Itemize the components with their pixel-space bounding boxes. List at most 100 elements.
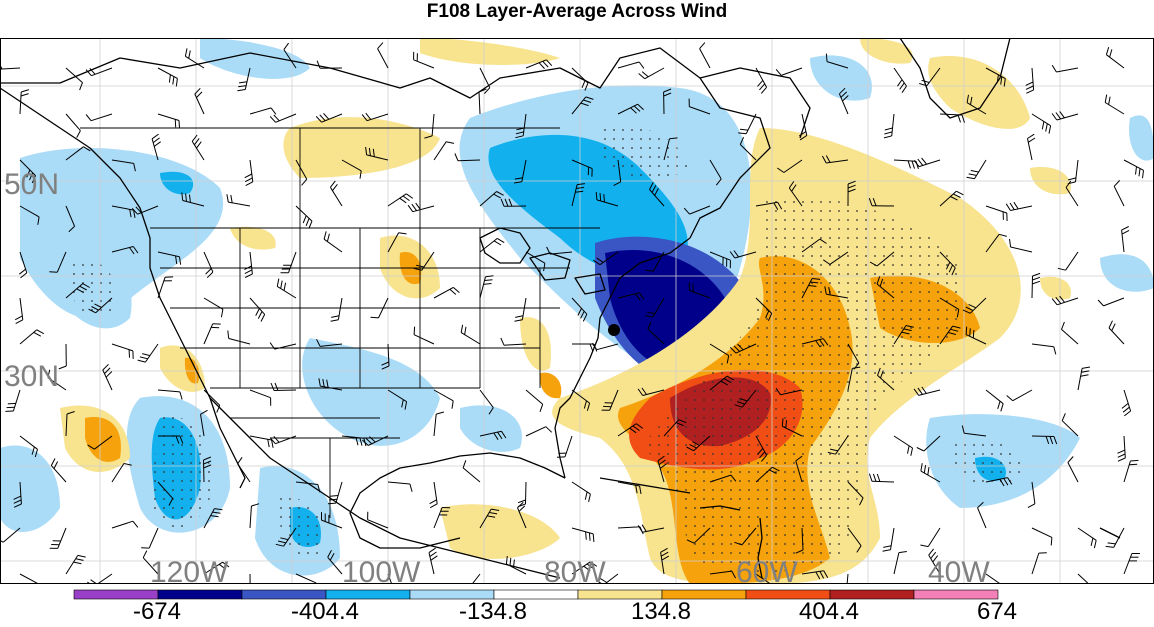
wind-barb-feather xyxy=(1010,239,1011,247)
wind-barb-shaft xyxy=(378,49,388,68)
wind-barb-feather xyxy=(238,457,243,464)
wind-barb-feather xyxy=(759,84,764,90)
wind-barb-feather xyxy=(642,72,648,77)
colorbar-label: -674 xyxy=(133,598,181,622)
storm-center-marker xyxy=(608,324,620,336)
wind-barb-feather xyxy=(153,138,159,143)
wind-barb-feather xyxy=(1118,458,1125,461)
wind-barb-feather xyxy=(1049,126,1051,134)
shade-light-blue xyxy=(302,338,440,446)
wind-barb-shaft xyxy=(986,390,1003,404)
wind-barb-feather xyxy=(465,327,466,335)
wind-barb-feather xyxy=(152,134,159,139)
wind-barb-feather xyxy=(1108,543,1116,544)
wind-barb-feather xyxy=(261,314,265,321)
wind-barb-feather xyxy=(207,272,213,278)
wind-barb-shaft xyxy=(1066,252,1078,270)
wind-barb-feather xyxy=(258,312,262,319)
wind-barb-feather xyxy=(600,193,601,201)
wind-barb-shaft xyxy=(112,521,133,528)
map-title: F108 Layer-Average Across Wind xyxy=(0,0,1154,30)
wind-barb-shaft xyxy=(894,160,916,161)
wind-barb-feather xyxy=(245,270,252,274)
wind-barb-feather xyxy=(971,171,979,173)
anomaly-shading xyxy=(0,38,1154,584)
wind-barb-feather xyxy=(501,338,504,345)
wind-barb-shaft xyxy=(158,277,165,298)
lon-label-120w: 120W xyxy=(150,556,229,584)
map-svg: 50N 30N 120W 100W 80W 60W 40W xyxy=(0,38,1154,584)
wind-barb-feather xyxy=(1026,82,1033,85)
wind-barb-feather xyxy=(429,548,436,553)
wind-barb-shaft xyxy=(572,528,593,534)
colorbar-label: 674 xyxy=(977,598,1017,622)
wind-barb-feather xyxy=(1118,450,1125,453)
wind-barb-shaft xyxy=(1032,344,1054,347)
wind-barb-feather xyxy=(497,238,504,242)
wind-barb-feather xyxy=(227,194,228,202)
wind-barb-feather xyxy=(154,142,161,147)
wind-barb-feather xyxy=(586,532,587,540)
wind-barb-shaft xyxy=(891,528,895,550)
wind-barb-feather xyxy=(912,161,915,169)
wind-barb-feather xyxy=(270,117,275,123)
wind-barb-shaft xyxy=(480,68,490,88)
wind-barb-shaft xyxy=(1032,436,1054,437)
wind-barb-feather xyxy=(21,90,29,92)
wind-barb-feather xyxy=(869,474,872,482)
wind-barb-shaft xyxy=(940,114,962,115)
wind-barb-feather xyxy=(76,559,84,561)
wind-barb-feather xyxy=(761,87,766,93)
wind-barb-feather xyxy=(1060,111,1065,117)
wind-barb-feather xyxy=(1014,202,1018,209)
wind-barb-feather xyxy=(317,61,320,68)
wind-barb-shaft xyxy=(1032,528,1052,537)
wind-barb-shaft xyxy=(204,460,205,482)
wind-barb-feather xyxy=(639,62,644,68)
wind-barb-shaft xyxy=(1105,103,1124,115)
wind-barb-shaft xyxy=(1124,390,1131,411)
wind-barb-feather xyxy=(510,558,511,566)
wind-barb-shaft xyxy=(894,436,913,448)
wind-barb-feather xyxy=(410,484,412,492)
shade-light-yellow xyxy=(283,117,440,178)
wind-barb-shaft xyxy=(1124,160,1144,170)
wind-barb-feather xyxy=(1109,97,1111,105)
wind-barb-shaft xyxy=(1032,114,1051,126)
wind-barb-shaft xyxy=(526,390,543,404)
wind-barb-shaft xyxy=(229,339,250,345)
wind-barb-feather xyxy=(884,132,892,134)
wind-barb-feather xyxy=(590,344,593,352)
wind-barb-feather xyxy=(452,401,453,409)
colorbar-label: -134.8 xyxy=(459,598,527,622)
wind-barb-shaft xyxy=(572,482,590,494)
wind-barb-feather xyxy=(16,320,23,324)
wind-barb-feather xyxy=(1118,454,1125,457)
wind-barb-shaft xyxy=(1078,574,1094,584)
wind-barb-feather xyxy=(596,192,597,200)
wind-barb-shaft xyxy=(986,206,1007,213)
wind-barb-shaft xyxy=(846,574,848,584)
wind-barb-feather xyxy=(430,500,437,504)
wind-barb-feather xyxy=(436,412,444,414)
wind-barb-shaft xyxy=(872,481,894,482)
wind-barb-feather xyxy=(1068,457,1073,463)
wind-barb-shaft xyxy=(414,60,434,68)
lon-label-80w: 80W xyxy=(544,556,606,584)
wind-barb-shaft xyxy=(565,436,572,457)
wind-barb-feather xyxy=(958,115,961,123)
wind-barb-shaft xyxy=(413,206,434,212)
wind-barb-feather xyxy=(543,61,549,67)
wind-barb-feather xyxy=(700,43,705,49)
wind-barb-feather xyxy=(430,552,437,556)
wind-barb-feather xyxy=(494,241,501,245)
wind-barb-shaft xyxy=(250,506,251,528)
wind-barb-feather xyxy=(1028,134,1035,138)
wind-barb-feather xyxy=(327,234,329,242)
wind-barb-feather xyxy=(277,279,279,287)
wind-barb-shaft xyxy=(66,555,78,574)
wind-barb-shaft xyxy=(20,574,39,584)
wind-barb-feather xyxy=(902,86,907,93)
shade-light-blue xyxy=(1100,254,1154,292)
lon-label-40w: 40W xyxy=(928,556,990,584)
